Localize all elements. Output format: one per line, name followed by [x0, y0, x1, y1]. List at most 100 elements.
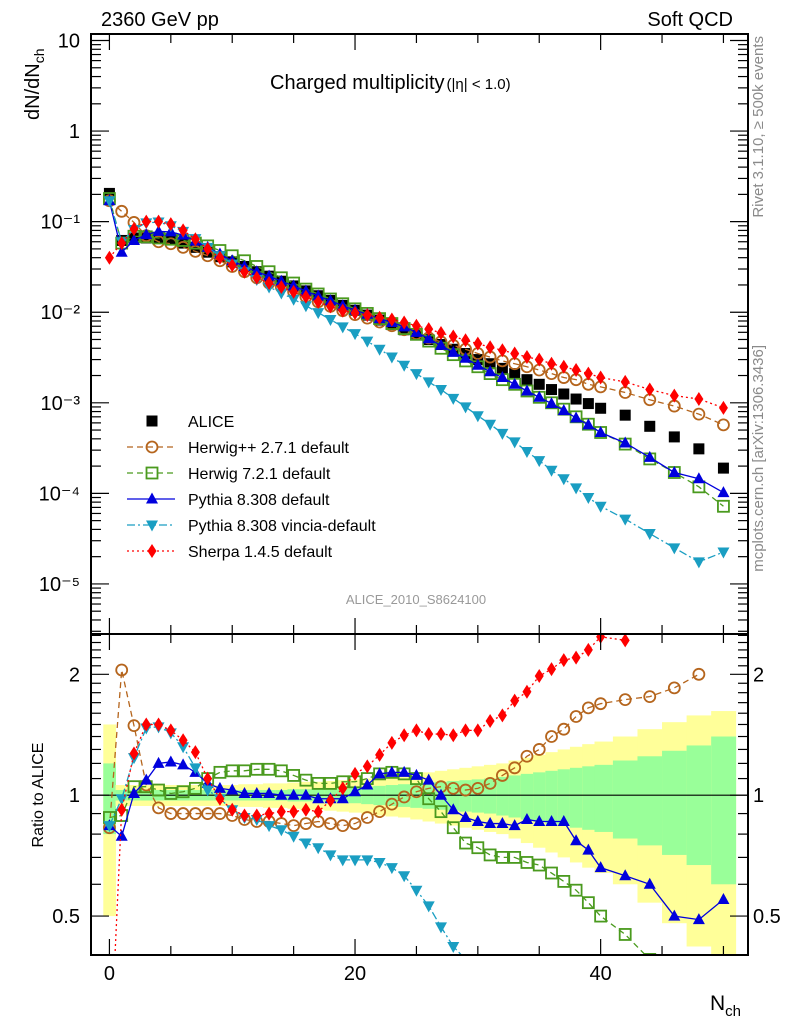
- data-point: [275, 288, 288, 300]
- axis-ticks: [91, 34, 748, 956]
- ratio-data-point: [350, 766, 360, 781]
- ratio-data-point: [201, 785, 214, 797]
- data-point: [545, 465, 558, 477]
- ratio-data-point: [510, 693, 520, 708]
- data-point: [645, 382, 655, 397]
- ratio-data-point: [373, 857, 386, 869]
- data-point: [203, 241, 213, 256]
- data-point: [459, 351, 472, 363]
- analysis-id-label: ALICE_2010_S8624100: [346, 592, 486, 607]
- ratio-data-point: [275, 788, 288, 800]
- stat-uncertainty-band: [557, 769, 571, 826]
- data-point: [669, 388, 679, 403]
- data-point: [434, 338, 447, 350]
- legend-item: Sherpa 1.4.5 default: [127, 544, 333, 561]
- data-point: [545, 397, 558, 409]
- ratio-data-point: [424, 727, 434, 742]
- data-point: [497, 343, 507, 358]
- x-axis-label: Nch: [710, 992, 741, 1020]
- ratio-data-point: [545, 730, 558, 743]
- data-point: [643, 450, 656, 462]
- stat-uncertainty-band: [520, 773, 534, 820]
- data-point: [252, 270, 262, 285]
- legend: ALICE Herwig++ 2.7.1 default Herwig 7.2.1 …: [127, 414, 376, 561]
- main-plot-series: [103, 187, 730, 569]
- ratio-data-point: [520, 812, 533, 824]
- data-point: [349, 329, 362, 341]
- ratio-data-point: [103, 821, 116, 833]
- mcplots-label: mcplots.cern.ch [arXiv:1306.3436]: [750, 345, 767, 572]
- stat-uncertainty-band: [533, 772, 546, 822]
- ratio-data-point: [398, 871, 411, 883]
- ratio-data-point: [532, 858, 546, 872]
- data-point: [447, 345, 460, 357]
- legend-marker-icon: [147, 544, 157, 558]
- data-point: [129, 221, 139, 236]
- ratio-data-point: [252, 808, 262, 823]
- header-left-label: 2360 GeV pp: [101, 9, 219, 31]
- ratio-data-point: [188, 781, 202, 795]
- ratio-data-point: [336, 792, 349, 804]
- ratio-y-tick-label-right: 0.5: [753, 906, 781, 928]
- data-point: [312, 308, 325, 320]
- data-point: [534, 352, 544, 367]
- ratio-data-point: [557, 875, 571, 888]
- x-tick-label: 0: [104, 963, 115, 985]
- ratio-data-point: [312, 792, 325, 804]
- stat-uncertainty-band: [711, 736, 737, 885]
- ratio-data-point: [692, 667, 706, 681]
- ratio-data-point: [213, 807, 227, 820]
- data-point: [557, 474, 570, 486]
- data-point: [471, 411, 484, 423]
- ratio-data-point: [313, 804, 323, 819]
- ratio-data-point: [446, 821, 460, 835]
- data-point: [373, 344, 386, 356]
- data-point: [558, 388, 570, 400]
- ratio-data-point: [618, 693, 632, 707]
- data-point: [693, 443, 705, 455]
- ratio-data-point: [667, 681, 681, 695]
- ratio-data-point: [717, 892, 730, 904]
- ratio-series-herwig-2-7-1-default: [103, 663, 706, 835]
- ratio-data-point: [201, 807, 215, 820]
- ratio-data-point: [581, 701, 595, 715]
- ratio-data-point: [520, 749, 534, 763]
- ratio-data-point: [459, 810, 472, 822]
- data-point: [508, 437, 521, 449]
- ratio-data-point: [238, 786, 251, 798]
- ratio-data-point: [324, 850, 337, 862]
- data-point: [166, 217, 176, 232]
- legend-item: Herwig 7.2.1 default: [127, 466, 331, 483]
- ratio-data-point: [299, 838, 312, 850]
- stat-uncertainty-band: [471, 779, 485, 813]
- data-point: [644, 420, 656, 432]
- ratio-data-point: [411, 723, 421, 738]
- data-point: [484, 365, 497, 377]
- data-point: [473, 336, 483, 351]
- legend-label: Pythia 8.308 vincia-default: [188, 518, 376, 535]
- ratio-data-point: [274, 764, 288, 778]
- ratio-data-point: [447, 941, 460, 953]
- ratio-data-point: [570, 834, 583, 846]
- data-point: [385, 352, 398, 364]
- rivet-version-label: Rivet 3.1.10, ≥ 500k events: [750, 36, 767, 218]
- ratio-data-point: [312, 843, 325, 855]
- data-point: [509, 368, 521, 380]
- data-point: [520, 446, 533, 458]
- data-point: [127, 233, 140, 245]
- y-tick-label: 10⁻¹: [41, 212, 81, 234]
- ratio-data-point: [188, 807, 202, 820]
- data-point: [668, 431, 680, 443]
- ratio-data-point: [496, 817, 509, 829]
- stat-uncertainty-band: [545, 770, 559, 824]
- ratio-data-point: [569, 883, 583, 897]
- ratio-data-point: [152, 756, 165, 768]
- data-point: [313, 294, 323, 309]
- data-point: [485, 340, 495, 355]
- ratio-data-point: [483, 848, 497, 862]
- ratio-data-point: [141, 717, 151, 732]
- stat-uncertainty-band: [686, 745, 712, 866]
- legend-item: Herwig++ 2.7.1 default: [127, 440, 350, 457]
- ratio-data-point: [349, 855, 362, 867]
- data-point: [692, 472, 705, 484]
